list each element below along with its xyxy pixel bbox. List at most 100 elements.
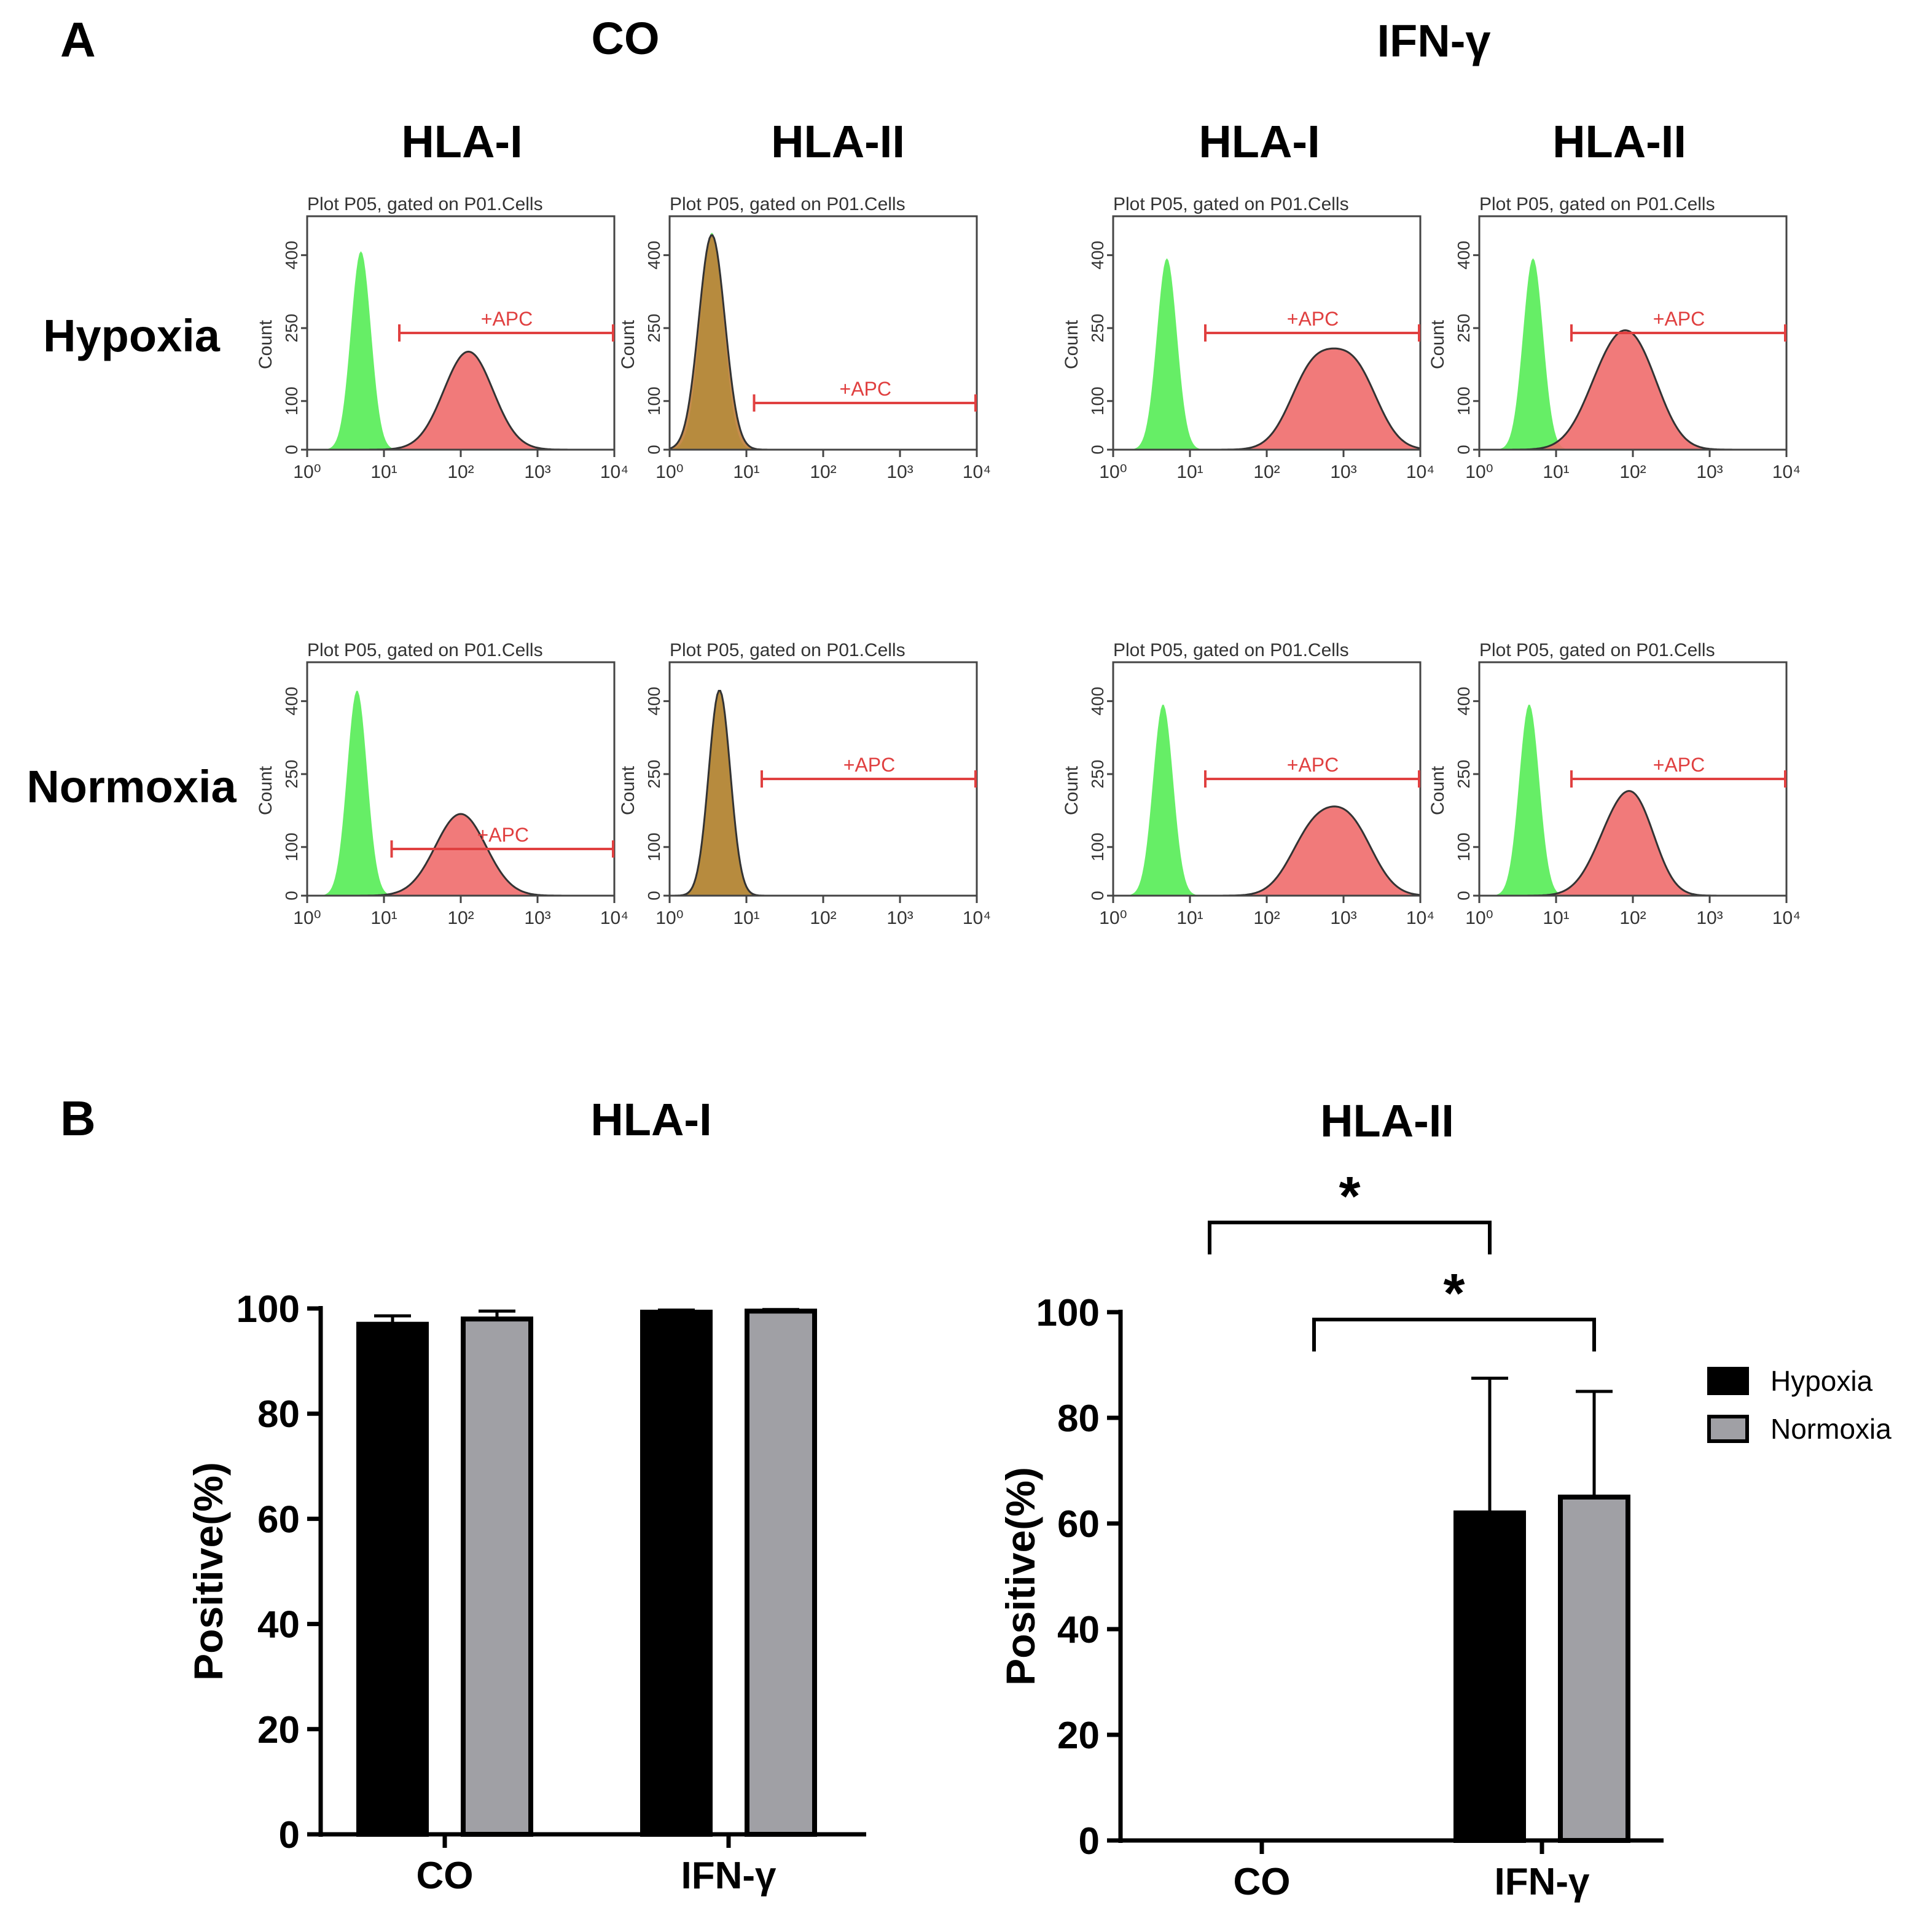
x-tick-label: 10¹ (370, 462, 397, 482)
x-tick-label: 10¹ (1176, 908, 1203, 928)
x-tick-label: 10¹ (733, 462, 759, 482)
x-tick-label: 10⁰ (655, 908, 683, 928)
x-tick-label: 10⁰ (655, 462, 683, 482)
x-tick-label: 10² (447, 462, 474, 482)
x-tick-label: 10² (1253, 462, 1280, 482)
marker-label-ifn-hla-i: HLA-I (1199, 116, 1320, 167)
y-axis-label: Positive(%) (998, 1467, 1043, 1686)
y-tick-label: 250 (1088, 314, 1107, 343)
y-axis-label: Count (1428, 765, 1448, 815)
x-tick-label: 10⁰ (1099, 908, 1127, 928)
x-tick-label: 10⁰ (293, 462, 321, 482)
row-label-hypoxia: Hypoxia (43, 310, 221, 361)
x-tick-label: 10⁴ (1406, 462, 1434, 482)
marker-label-co-hla-ii: HLA-II (771, 116, 905, 167)
y-tick-label: 400 (1088, 241, 1107, 270)
flow-plot-r1-c0: Plot P05, gated on P01.Cells +APC 10⁰ 10¹ 10… (256, 640, 628, 928)
gate-label: +APC (1287, 308, 1339, 330)
y-tick-label: 40 (257, 1604, 300, 1646)
y-tick-label: 250 (1454, 314, 1473, 343)
x-tick-label: 10³ (524, 462, 550, 482)
significance-bracket (1208, 1221, 1492, 1254)
plot-title: Plot P05, gated on P01.Cells (670, 194, 906, 214)
y-tick-label: 100 (1454, 832, 1473, 861)
x-tick-label: 10¹ (733, 908, 759, 928)
y-tick-label: 0 (1079, 1820, 1100, 1863)
gate-label: +APC (1653, 308, 1705, 330)
x-tick-label: 10⁴ (600, 908, 628, 928)
bar-CO-Normoxia (461, 1316, 533, 1837)
x-tick-label: 10⁰ (1099, 462, 1127, 482)
x-tick-label: 10² (1253, 908, 1280, 928)
flow-plot-r1-c2: Plot P05, gated on P01.Cells +APC 10⁰ 10¹ 10… (1062, 640, 1434, 928)
x-tick-label: 10⁴ (1406, 908, 1434, 928)
y-tick-label: 100 (1036, 1292, 1100, 1334)
apc-histogram (668, 234, 977, 451)
y-tick-label: 250 (1454, 760, 1473, 789)
bar-IFN-γ-Normoxia (745, 1308, 817, 1837)
y-tick-label: 100 (282, 832, 301, 861)
y-tick-label: 80 (257, 1393, 300, 1436)
y-tick-label: 0 (1088, 445, 1107, 455)
x-tick-label: 10² (810, 908, 836, 928)
y-tick-label: 400 (282, 241, 301, 270)
gate-label: +APC (477, 824, 529, 846)
gate-label: +APC (840, 378, 891, 400)
y-tick-label: 0 (279, 1814, 300, 1856)
x-tick-label: 10³ (1696, 462, 1723, 482)
x-tick-label: 10¹ (370, 908, 397, 928)
y-tick-label: 250 (644, 314, 663, 343)
group-label-ifn: IFN-γ (1377, 15, 1491, 66)
panel-a-label: A (60, 12, 96, 67)
flow-plot-r0-c2: Plot P05, gated on P01.Cells +APC 10⁰ 10¹ 10… (1062, 194, 1434, 482)
y-tick-label: 100 (644, 386, 663, 415)
x-tick-label: 10⁴ (600, 462, 628, 482)
y-tick-label: 400 (1454, 241, 1473, 270)
control-histogram (307, 251, 614, 450)
y-tick-label: 60 (257, 1498, 300, 1541)
x-tick-label: IFN-γ (1495, 1861, 1590, 1903)
marker-label-ifn-hla-ii: HLA-II (1552, 116, 1686, 167)
bar-IFN-γ-Hypoxia (640, 1309, 713, 1837)
x-tick-label: 10³ (886, 908, 913, 928)
x-tick-label: 10² (1619, 462, 1646, 482)
y-axis-label: Count (256, 765, 276, 815)
chart-title: HLA-I (590, 1094, 711, 1145)
plot-title: Plot P05, gated on P01.Cells (1113, 194, 1349, 214)
significance-star: * (1339, 1166, 1360, 1227)
y-tick-label: 100 (237, 1288, 300, 1331)
y-axis-label: Count (1062, 765, 1082, 815)
control-histogram (1479, 705, 1786, 896)
x-tick-label: 10⁴ (1772, 462, 1801, 482)
gate-label: +APC (481, 308, 533, 330)
y-tick-label: 0 (282, 445, 301, 455)
control-histogram (307, 690, 614, 896)
row-label-normoxia: Normoxia (26, 761, 237, 812)
flow-plot-r0-c3: Plot P05, gated on P01.Cells +APC 10⁰ 10¹ 10… (1428, 194, 1801, 482)
gate-label: +APC (1287, 754, 1339, 776)
y-tick-label: 250 (644, 760, 663, 789)
panel-b-label: B (60, 1091, 96, 1146)
x-tick-label: 10³ (524, 908, 550, 928)
x-tick-label: 10⁴ (1772, 908, 1801, 928)
x-tick-label: 10³ (1330, 908, 1356, 928)
bar-chart-1: HLA-II 0 20 40 60 80 100 Positive(%) CO IFN-γ * * Hy… (998, 1095, 1891, 1903)
chart-title: HLA-II (1320, 1095, 1454, 1146)
y-axis-label: Positive(%) (186, 1462, 231, 1681)
y-tick-label: 0 (1454, 445, 1473, 455)
flow-plot-r0-c0: Plot P05, gated on P01.Cells +APC 10⁰ 10¹ 10… (256, 194, 628, 482)
y-tick-label: 250 (1088, 760, 1107, 789)
legend-swatch (1707, 1415, 1749, 1443)
y-tick-label: 100 (644, 832, 663, 861)
y-tick-label: 60 (1057, 1503, 1100, 1546)
y-tick-label: 0 (644, 445, 663, 455)
flow-plot-r1-c1: Plot P05, gated on P01.Cells +APC 10⁰ 10¹ 10… (618, 640, 991, 928)
plot-title: Plot P05, gated on P01.Cells (670, 640, 906, 660)
y-tick-label: 0 (1088, 891, 1107, 901)
y-tick-label: 20 (1057, 1715, 1100, 1757)
group-label-co: CO (592, 13, 660, 64)
y-tick-label: 100 (1088, 386, 1107, 415)
marker-label-co-hla-i: HLA-I (401, 116, 522, 167)
